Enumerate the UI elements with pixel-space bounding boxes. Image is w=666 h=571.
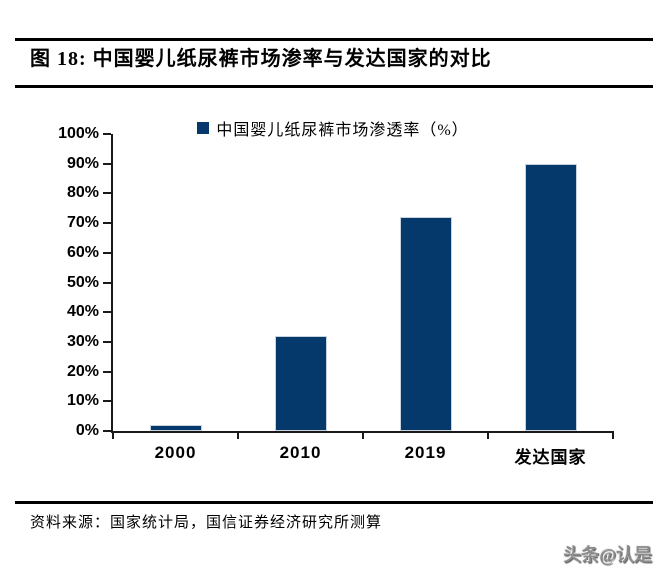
bar-发达国家	[524, 163, 577, 431]
x-tick-mark	[112, 431, 114, 439]
x-category-label: 2019	[404, 443, 447, 462]
footer-rule	[15, 501, 653, 504]
y-axis-line	[111, 134, 113, 433]
y-tick-label: 10%	[66, 392, 99, 410]
y-tick-mark	[103, 370, 111, 373]
y-tick-mark	[103, 430, 111, 432]
y-tick-mark	[103, 133, 111, 135]
legend-label: 中国婴儿纸尿裤市场渗透率（%）	[216, 122, 469, 139]
y-tick-mark	[103, 311, 111, 314]
bar-2010	[274, 335, 327, 431]
plot-area: 0% 10% 20% 30% 40% 50% 60% 70% 80% 90% 100% 2000 201…	[58, 125, 614, 467]
y-tick-mark	[103, 251, 111, 254]
y-tick-mark	[103, 222, 111, 225]
y-tick-label: 90%	[66, 154, 99, 172]
y-tick-mark	[103, 192, 111, 195]
x-category-label: 2000	[154, 443, 197, 462]
chart-legend: 中国婴儿纸尿裤市场渗透率（%）	[0, 116, 666, 140]
y-tick-label: 0%	[75, 422, 99, 439]
y-tick-mark	[103, 400, 111, 403]
x-tick-mark	[237, 431, 239, 439]
title-rule-bottom	[15, 85, 653, 88]
x-category-label: 2010	[279, 443, 322, 462]
y-tick-label: 80%	[66, 184, 99, 202]
title-rule-top	[15, 38, 653, 41]
x-tick-mark	[362, 431, 364, 439]
x-category-label: 发达国家	[514, 448, 587, 467]
y-tick-label: 100%	[58, 125, 99, 142]
legend-swatch-icon	[197, 122, 210, 134]
y-tick-label: 50%	[66, 273, 99, 291]
y-tick-label: 70%	[66, 214, 99, 232]
x-tick-mark	[612, 431, 614, 439]
y-tick-label: 20%	[66, 362, 99, 380]
y-tick-mark	[103, 340, 111, 343]
figure-title: 图 18: 中国婴儿纸尿裤市场渗率与发达国家的对比	[30, 48, 492, 70]
watermark: 头条@认是	[563, 545, 652, 565]
y-tick-label: 30%	[66, 332, 99, 350]
y-tick-label: 40%	[66, 303, 99, 321]
bar-2000	[149, 425, 202, 431]
y-tick-mark	[103, 281, 111, 284]
source-note: 资料来源：国家统计局，国信证券经济研究所测算	[30, 515, 383, 531]
y-tick-label: 60%	[66, 243, 99, 261]
y-tick-mark	[103, 162, 111, 165]
bar-2019	[399, 217, 452, 431]
x-tick-mark	[487, 431, 489, 439]
